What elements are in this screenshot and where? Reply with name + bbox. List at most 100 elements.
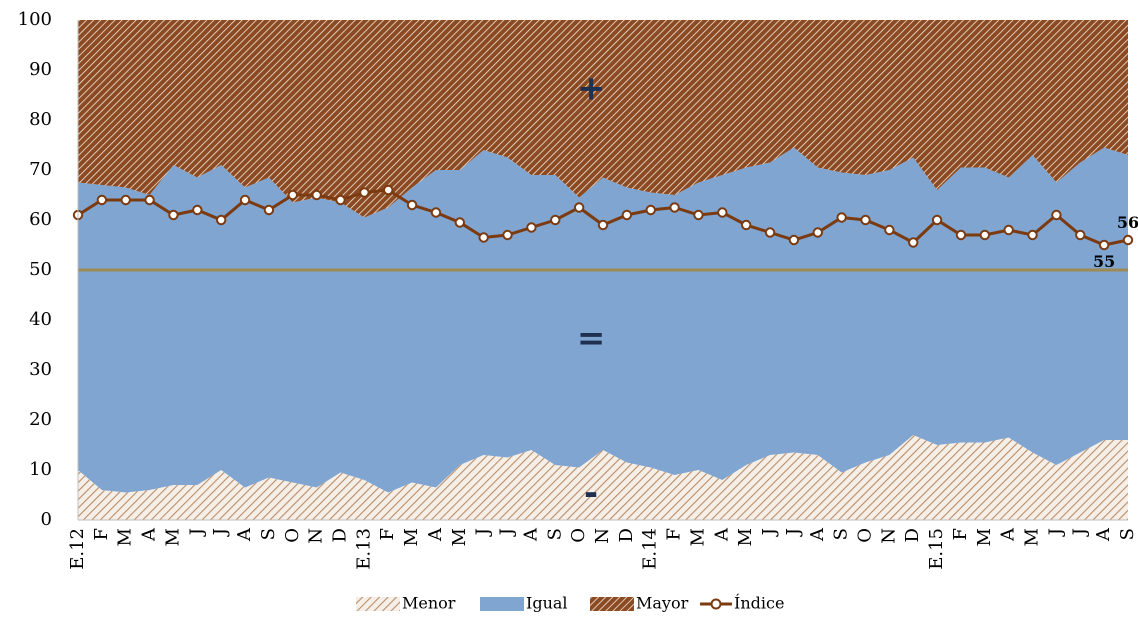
x-tick-label: S bbox=[1117, 528, 1138, 540]
legend-swatch bbox=[356, 597, 400, 611]
x-tick-label: O bbox=[282, 528, 303, 543]
x-tick-label: M bbox=[115, 528, 136, 546]
x-tick-label: M bbox=[974, 528, 995, 546]
indice-point bbox=[454, 217, 466, 228]
area-igual bbox=[78, 147, 1128, 493]
x-tick-label: F bbox=[664, 528, 685, 541]
indice-point bbox=[359, 187, 370, 198]
x-tick-label: O bbox=[855, 528, 876, 543]
x-tick-label: F bbox=[950, 528, 971, 541]
indice-point bbox=[1051, 209, 1062, 221]
x-tick-label: D bbox=[616, 528, 637, 542]
y-tick-label: 30 bbox=[29, 359, 52, 380]
indice-point bbox=[645, 204, 656, 216]
indice-point bbox=[693, 209, 704, 221]
x-tick-label: J bbox=[186, 528, 207, 537]
indice-point bbox=[1027, 229, 1038, 241]
x-tick-label: E.13 bbox=[353, 528, 374, 570]
indice-point bbox=[1075, 229, 1086, 241]
x-tick-label: J bbox=[783, 528, 804, 537]
indice-point bbox=[263, 204, 275, 216]
y-tick-label: 60 bbox=[29, 209, 52, 230]
x-tick-label: A bbox=[425, 527, 446, 542]
x-tick-label: A bbox=[711, 527, 732, 542]
legend-label: Igual bbox=[526, 594, 568, 613]
x-tick-label: J bbox=[1069, 528, 1090, 537]
x-tick-label: A bbox=[807, 527, 828, 542]
indice-point bbox=[621, 209, 633, 221]
indice-point bbox=[573, 202, 585, 213]
indice-point bbox=[168, 209, 179, 221]
indice-point bbox=[860, 214, 871, 226]
indice-point bbox=[908, 237, 919, 248]
indice-point bbox=[287, 189, 298, 201]
annotation-symbol-0: + bbox=[577, 69, 606, 109]
y-tick-label: 50 bbox=[29, 259, 52, 280]
indice-point bbox=[812, 227, 823, 238]
annotation-symbol-1: = bbox=[577, 319, 606, 359]
x-tick-label: E.15 bbox=[926, 528, 947, 570]
indice-point bbox=[597, 219, 609, 231]
indice-point bbox=[1003, 224, 1014, 236]
indice-point bbox=[96, 194, 108, 206]
legend-item-menor: Menor bbox=[356, 594, 456, 613]
x-tick-label: N bbox=[306, 528, 327, 544]
y-tick-label: 90 bbox=[29, 59, 52, 80]
x-tick-label: E.14 bbox=[640, 528, 661, 570]
x-tick-label: S bbox=[831, 528, 852, 540]
indice-point bbox=[335, 194, 346, 206]
indice-point bbox=[836, 212, 847, 223]
legend-swatch-marker bbox=[710, 598, 722, 610]
data-label-44: 56 bbox=[1117, 213, 1138, 232]
x-tick-label: N bbox=[592, 528, 613, 544]
legend-label: Mayor bbox=[636, 594, 689, 613]
indice-point bbox=[740, 219, 752, 231]
indice-point bbox=[669, 202, 680, 213]
legend: Menor Igual Mayor Índice bbox=[356, 593, 784, 613]
indice-point bbox=[215, 214, 227, 226]
y-tick-label: 70 bbox=[29, 159, 52, 180]
x-tick-label: J bbox=[210, 528, 231, 537]
y-tick-label: 10 bbox=[29, 459, 52, 480]
x-tick-label: D bbox=[902, 528, 923, 542]
indice-point bbox=[1098, 239, 1110, 251]
indice-point bbox=[550, 214, 561, 226]
data-label-43: 55 bbox=[1093, 252, 1115, 271]
x-tick-label: E.12 bbox=[67, 528, 88, 570]
x-tick-label: M bbox=[735, 528, 756, 546]
plot-area: + = - 55 56 bbox=[72, 20, 1138, 520]
indice-point bbox=[1122, 234, 1134, 246]
x-tick-label: J bbox=[497, 528, 518, 537]
x-tick-label: M bbox=[401, 528, 422, 546]
indice-point bbox=[144, 194, 155, 206]
x-tick-label: F bbox=[91, 528, 112, 541]
indice-point bbox=[192, 204, 203, 216]
legend-item-igual: Igual bbox=[480, 594, 568, 613]
legend-swatch bbox=[590, 597, 634, 611]
x-tick-label: O bbox=[568, 528, 589, 543]
area-mayor bbox=[78, 20, 1128, 218]
x-tick-label: A bbox=[520, 527, 541, 542]
indice-point bbox=[311, 189, 322, 201]
y-tick-label: 20 bbox=[29, 409, 52, 430]
x-tick-label: S bbox=[258, 528, 279, 540]
x-tick-label: M bbox=[162, 528, 183, 546]
x-tick-label: N bbox=[878, 528, 899, 544]
annotation-symbol-2: - bbox=[584, 474, 598, 514]
y-tick-label: 80 bbox=[29, 109, 52, 130]
x-tick-label: M bbox=[687, 528, 708, 546]
indice-point bbox=[120, 194, 131, 206]
legend-swatch bbox=[480, 597, 524, 611]
x-tick-label: M bbox=[449, 528, 470, 546]
legend-label: Menor bbox=[402, 594, 456, 613]
indice-point bbox=[406, 199, 418, 211]
x-tick-label: J bbox=[1045, 528, 1066, 537]
x-tick-label: A bbox=[139, 527, 160, 542]
x-tick-label: D bbox=[330, 528, 351, 542]
x-tick-label: S bbox=[544, 528, 565, 540]
indice-point bbox=[383, 184, 394, 196]
indice-point bbox=[478, 232, 489, 243]
legend-item-mayor: Mayor bbox=[590, 594, 689, 613]
indice-point bbox=[430, 207, 442, 218]
